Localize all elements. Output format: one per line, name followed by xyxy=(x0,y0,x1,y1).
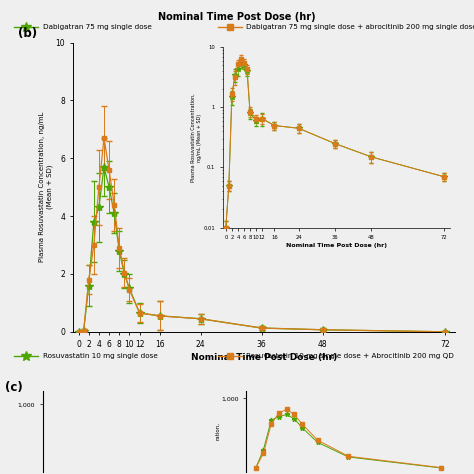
Text: Rosuvastatin 10 mg single dose: Rosuvastatin 10 mg single dose xyxy=(43,353,157,359)
Y-axis label: Plasma Rosuvastatin Concentration,
ng/mL (Mean + SD): Plasma Rosuvastatin Concentration, ng/mL… xyxy=(191,93,202,182)
Text: (b): (b) xyxy=(18,27,37,40)
Text: Dabigatran 75 mg single dose: Dabigatran 75 mg single dose xyxy=(43,24,152,30)
X-axis label: Nominal Time Post Dose (hr): Nominal Time Post Dose (hr) xyxy=(286,243,387,248)
Text: (c): (c) xyxy=(5,381,22,394)
Text: Dabigatran 75 mg single dose + abrocitinib 200 mg single dose: Dabigatran 75 mg single dose + abrocitin… xyxy=(246,24,474,30)
Text: Nominal Time Post Dose (hr): Nominal Time Post Dose (hr) xyxy=(158,12,316,22)
Y-axis label: Plasma Rosuvastatin Concentration, ng/mL
(Mean + SD): Plasma Rosuvastatin Concentration, ng/mL… xyxy=(39,112,53,263)
X-axis label: Nominal Time Post Dose (hr): Nominal Time Post Dose (hr) xyxy=(191,353,337,362)
Text: Rosuvastatin 10 mg single dose + Abrocitinib 200 mg QD: Rosuvastatin 10 mg single dose + Abrocit… xyxy=(246,353,455,359)
Y-axis label: ration,: ration, xyxy=(215,422,220,440)
